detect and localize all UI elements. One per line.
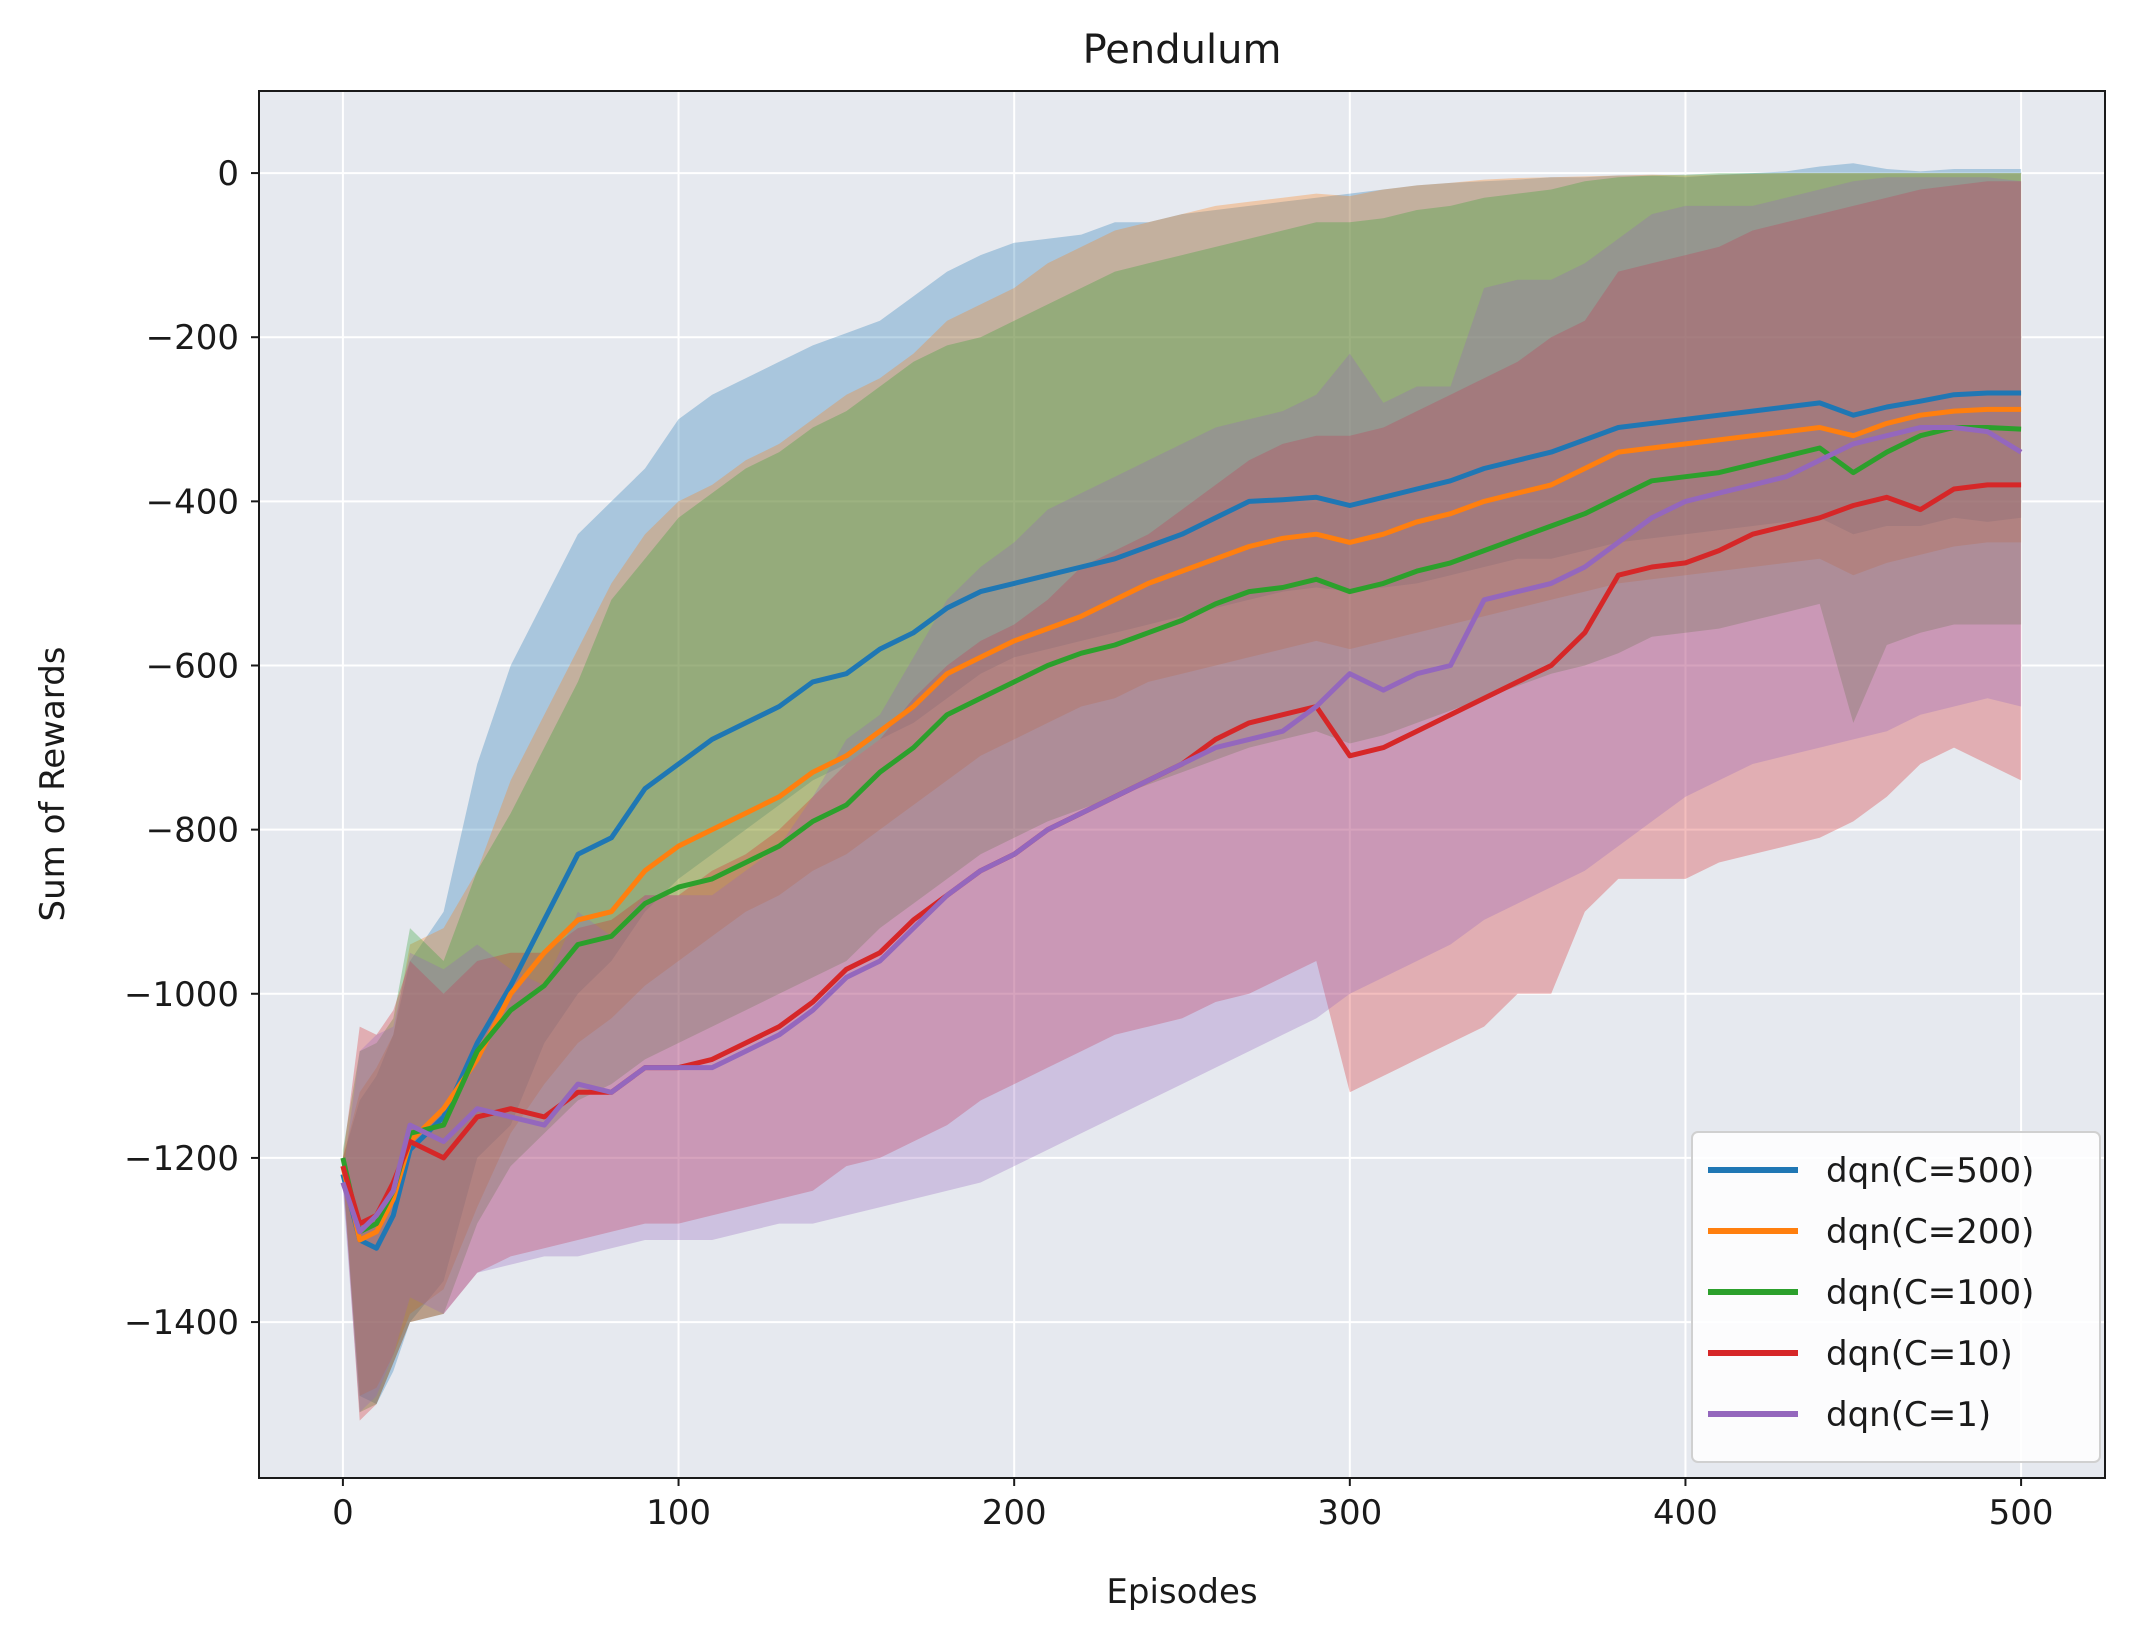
band-series-4 [342,177,2022,1413]
x-tick-label: 500 [1989,1493,2054,1533]
line-series-4 [340,425,2023,1235]
y-axis-label: Sum of Rewards [33,647,73,922]
band-series-3 [342,181,2022,1421]
y-tick-label: −400 [146,482,239,522]
series-lines [340,390,2023,1251]
y-axis: 0 −200 −400 −600 −800 −1000 −1200 −1400 [124,154,259,1343]
y-tick-label: 0 [217,154,239,194]
legend-label-0: dqn(C=500) [1826,1151,2034,1191]
band-series-2 [342,173,2022,1413]
y-tick-label: −600 [146,646,239,686]
x-tick-label: 0 [332,1493,354,1533]
y-tick-label: −800 [146,811,239,851]
legend-label-2: dqn(C=100) [1826,1273,2034,1313]
y-tick-label: −1200 [124,1139,239,1179]
line-series-1 [340,406,2022,1243]
band-series-0 [342,163,2022,1405]
x-axis: 0 100 200 300 400 500 [332,1478,2054,1533]
chart-title: Pendulum [1083,27,1282,73]
y-tick-label: −1400 [124,1303,239,1343]
legend: dqn(C=500) dqn(C=200) dqn(C=100) dqn(C=10) d… [1691,1131,2101,1463]
y-tick-label: −1000 [124,975,239,1015]
grid [259,91,2105,1478]
x-tick-label: 300 [1317,1493,1382,1533]
line-series-2 [340,425,2022,1235]
legend-label-3: dqn(C=10) [1826,1334,2013,1374]
x-tick-label: 200 [982,1493,1047,1533]
line-series-0 [340,390,2022,1251]
confidence-bands [342,163,2022,1421]
band-series-1 [342,173,2022,1396]
x-tick-label: 100 [646,1493,711,1533]
plot-frame [258,90,2106,1479]
y-tick-label: −200 [146,318,239,358]
x-tick-label: 400 [1653,1493,1718,1533]
legend-label-1: dqn(C=200) [1826,1212,2034,1252]
legend-box [1691,1131,2101,1463]
x-axis-label: Episodes [1106,1572,1257,1612]
legend-label-4: dqn(C=1) [1826,1395,1991,1435]
